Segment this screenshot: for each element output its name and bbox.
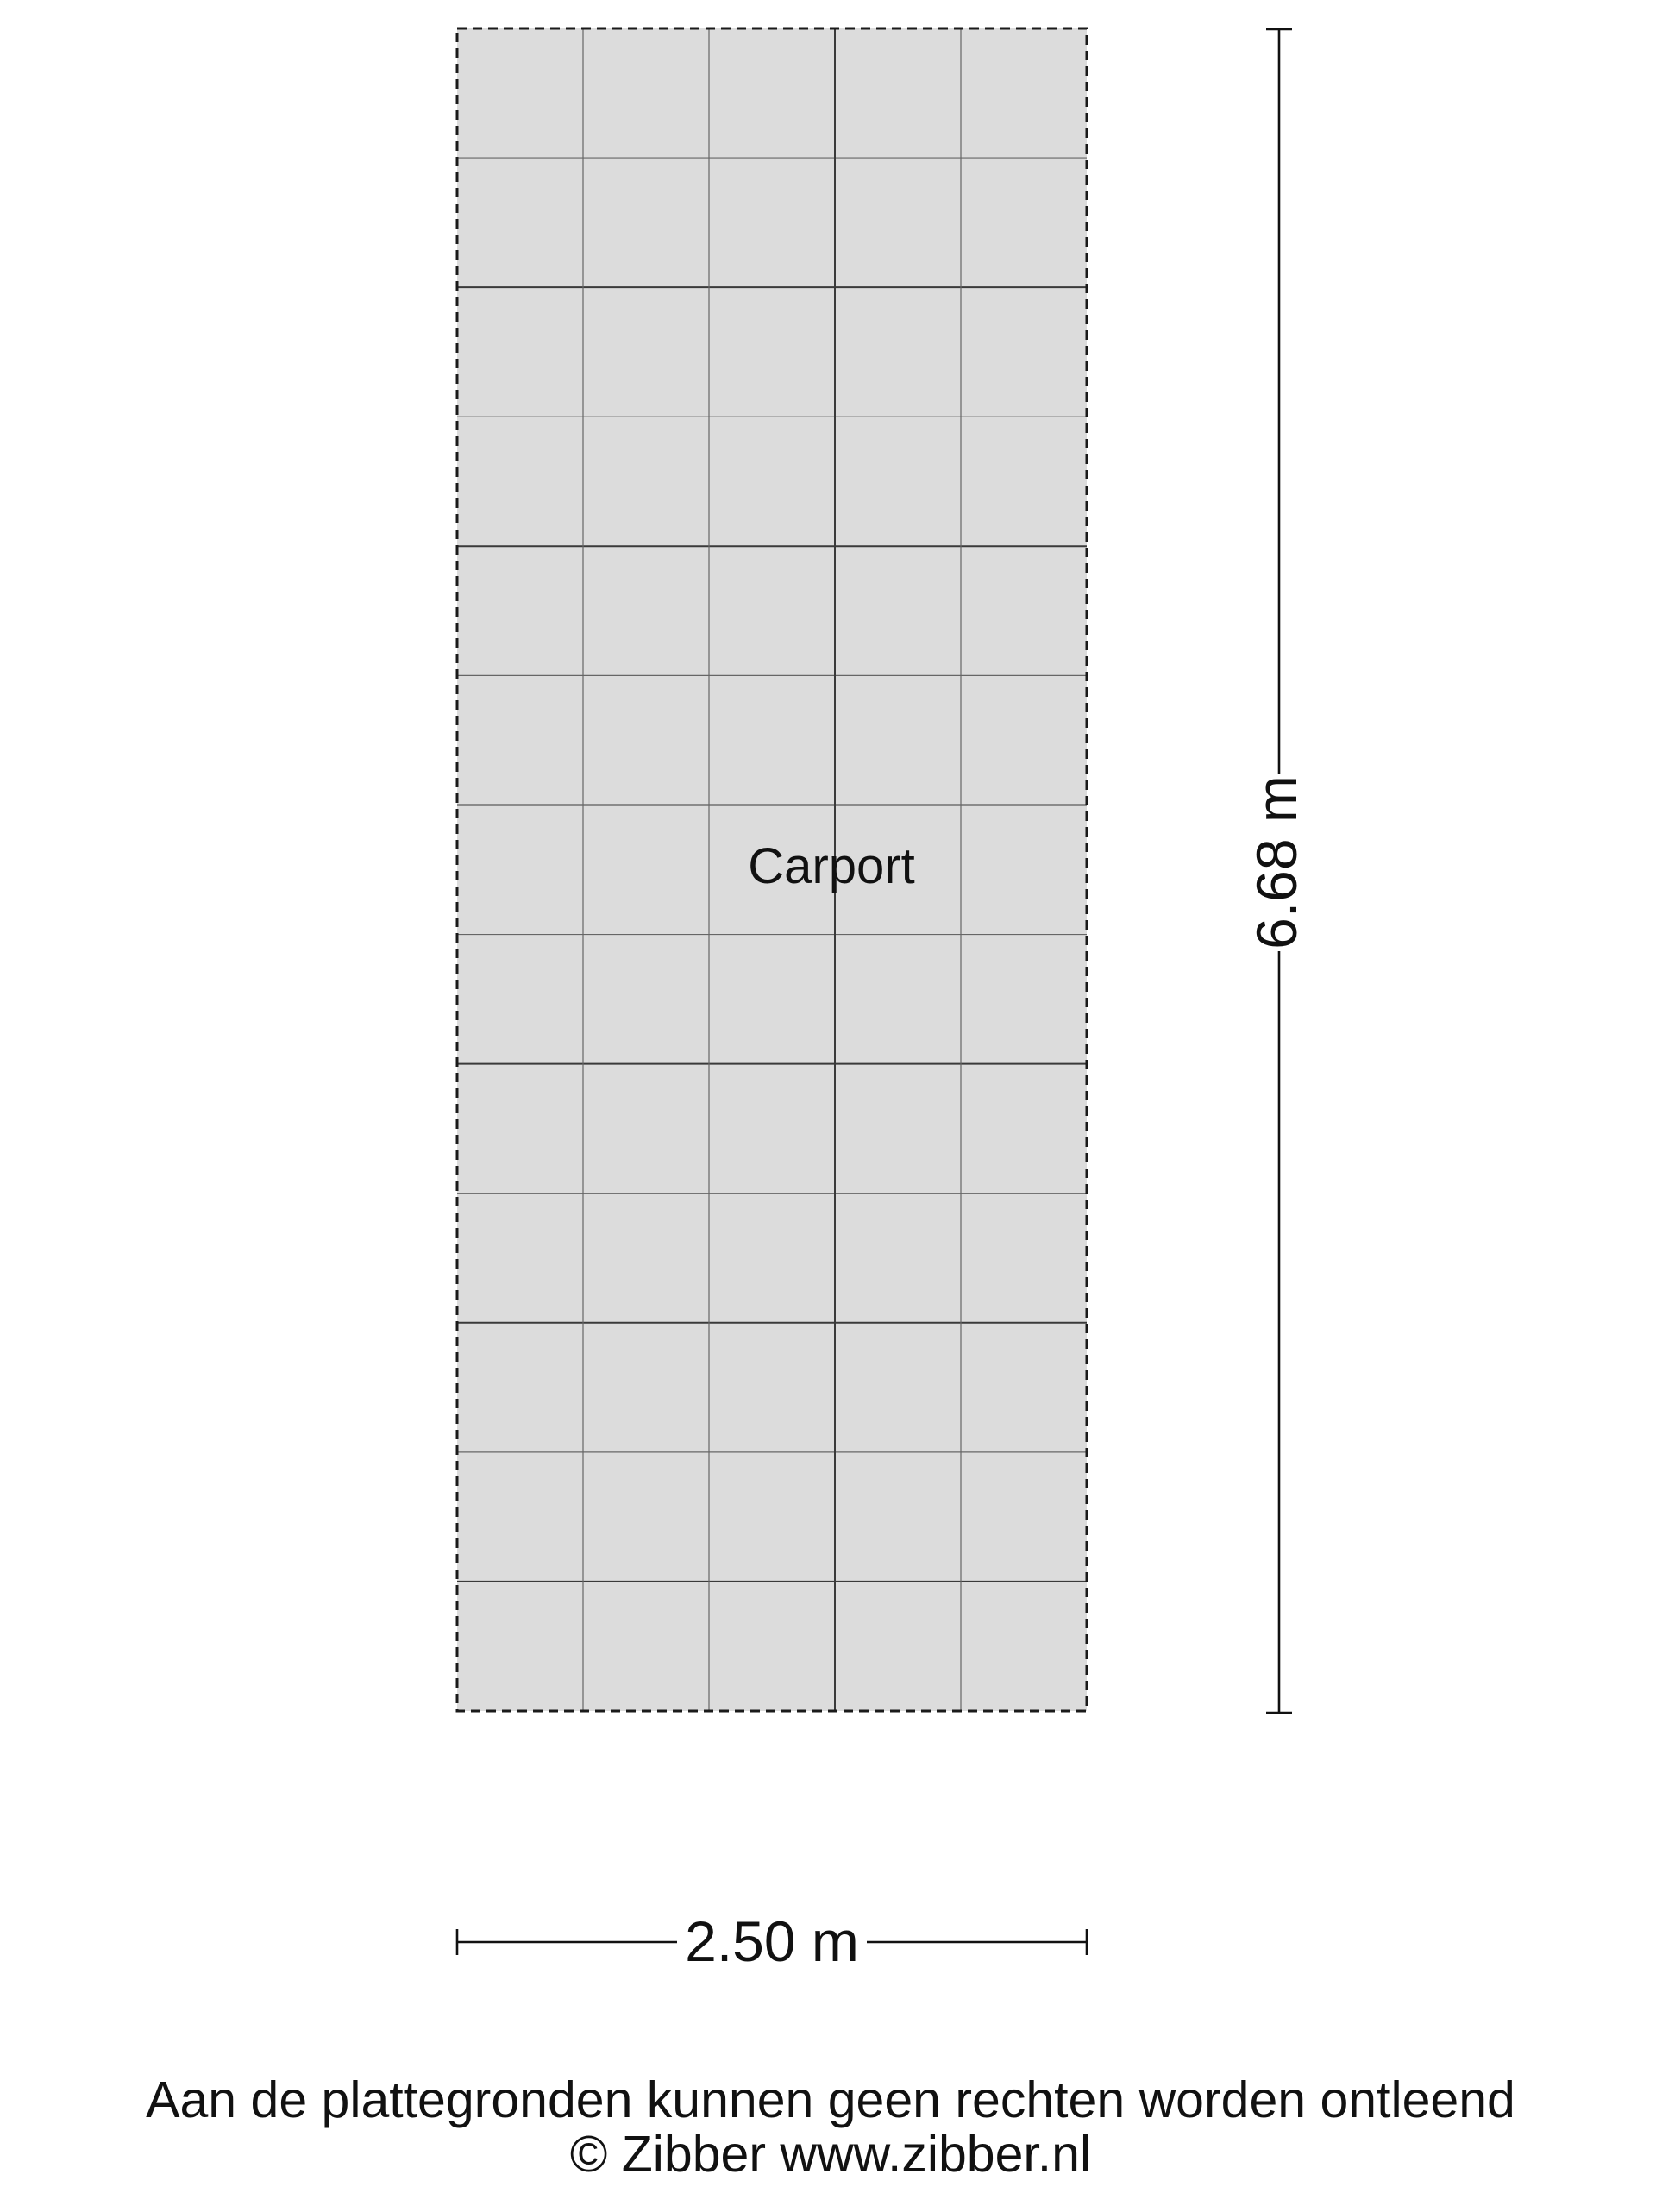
svg-text:Carport: Carport <box>748 838 914 894</box>
svg-text:Aan de plattegronden kunnen ge: Aan de plattegronden kunnen geen rechten… <box>146 2071 1515 2128</box>
svg-text:2.50 m: 2.50 m <box>685 1909 859 1973</box>
svg-text:© Zibber www.zibber.nl: © Zibber www.zibber.nl <box>570 2126 1091 2183</box>
svg-text:6.68 m: 6.68 m <box>1245 775 1308 949</box>
